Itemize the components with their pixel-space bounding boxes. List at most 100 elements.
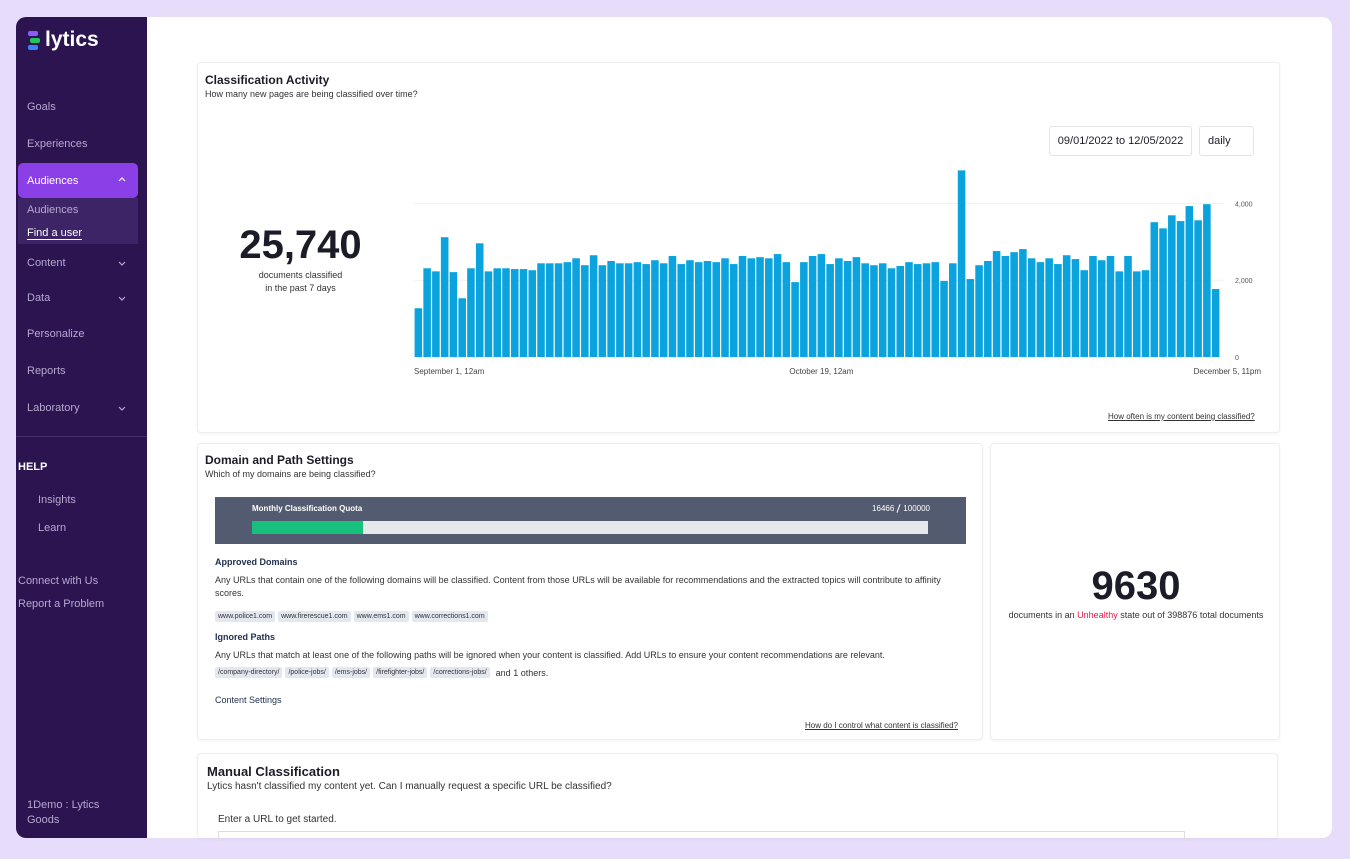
bar: [922, 263, 931, 357]
bar: [1194, 220, 1202, 357]
bar: [1115, 271, 1124, 357]
divider: [16, 436, 147, 437]
text: state out of: [1120, 610, 1165, 620]
account[interactable]: Goods: [27, 814, 60, 826]
nav-item[interactable]: Goals: [27, 101, 56, 113]
bar: [966, 279, 975, 357]
url-input[interactable]: [218, 831, 1185, 841]
link[interactable]: Report a Problem: [18, 598, 105, 610]
logo-icon: [28, 31, 40, 50]
bar: [1176, 221, 1185, 357]
bar: [808, 256, 817, 357]
sub-nav: [18, 198, 138, 244]
bar: [1132, 271, 1141, 357]
bar: [1211, 289, 1220, 357]
bar: [721, 258, 729, 357]
help-item[interactable]: Learn: [38, 522, 67, 534]
link[interactable]: Connect with Us: [18, 575, 99, 587]
nav-item[interactable]: Reports: [27, 365, 66, 377]
tag-list: /company-directory//police-jobs//ems-job…: [215, 667, 548, 678]
card-title: Classification Activity: [205, 73, 330, 87]
manual-card: Manual Classification Lytics hasn't clas…: [197, 753, 1278, 841]
bar: [1010, 252, 1018, 357]
health-card: 9630 documents in an Unhealthy state out…: [990, 443, 1280, 740]
bar: [1027, 258, 1036, 357]
bar: [510, 269, 519, 357]
bar: [502, 268, 510, 357]
bar: [1036, 262, 1045, 357]
bar-chart: 0 2,000 4,000 September 1, 12am October 19, …: [414, 170, 1261, 376]
total: 398876: [1167, 610, 1198, 620]
bar: [826, 264, 834, 357]
nav-item[interactable]: Personalize: [27, 328, 85, 340]
bar: [581, 265, 589, 357]
bar: [992, 251, 1001, 357]
bar: [765, 258, 773, 357]
y-tick-label: 0: [1235, 355, 1239, 362]
bar: [1062, 255, 1071, 357]
y-tick-label: 2,000: [1235, 278, 1253, 285]
bar: [843, 261, 852, 357]
nav-item[interactable]: Laboratory: [27, 402, 80, 414]
bar: [712, 262, 721, 357]
tag: /ems-jobs/: [331, 667, 371, 678]
bar: [546, 263, 554, 357]
interval-select[interactable]: daily: [1199, 126, 1254, 156]
tag: www.ems1.com: [353, 611, 409, 622]
bar: [554, 263, 563, 357]
help-link[interactable]: How often is my content being classified…: [1108, 412, 1255, 421]
bar: [957, 170, 966, 357]
quota-fill: [252, 521, 364, 534]
help-item[interactable]: Insights: [38, 494, 76, 506]
bar: [1045, 258, 1053, 357]
quota-total: 100000: [903, 504, 930, 513]
bar: [440, 237, 449, 357]
card-subtitle: How many new pages are being classified …: [205, 89, 418, 99]
bar: [493, 268, 502, 357]
nav-item[interactable]: Content: [27, 257, 66, 269]
state: Unhealthy: [1077, 610, 1118, 620]
health-count: 9630: [1091, 564, 1181, 608]
tag: /corrections-jobs/: [430, 667, 490, 678]
bar: [598, 265, 607, 357]
quota-usage: 16466 100000: [872, 504, 930, 513]
bar: [1054, 264, 1062, 357]
help-link[interactable]: How do I control what content is classif…: [805, 721, 958, 730]
nav-item[interactable]: Experiences: [27, 138, 88, 150]
bar: [414, 308, 423, 357]
date-range[interactable]: 09/01/2022 to 12/05/2022: [1049, 126, 1192, 156]
bar: [423, 268, 431, 357]
tag-list: www.police1.com www.firerescue1.com www.em…: [215, 605, 491, 623]
bar: [537, 263, 545, 357]
bar: [624, 263, 633, 357]
text: documents in an: [1008, 610, 1075, 620]
bar: [852, 257, 861, 357]
bar: [1124, 256, 1132, 357]
tag: www.corrections1.com: [411, 611, 488, 622]
nav-item[interactable]: Data: [27, 292, 51, 304]
sub-nav-item[interactable]: Find a user: [27, 227, 83, 240]
account[interactable]: 1Demo : Lytics: [27, 799, 100, 811]
card-title: Domain and Path Settings: [205, 453, 354, 467]
nav-item[interactable]: Audiences: [27, 175, 79, 187]
bar: [738, 256, 747, 357]
bar: [1150, 222, 1159, 357]
section-text: Any URLs that match at least one of the …: [215, 650, 885, 660]
bar: [1185, 206, 1194, 357]
bar: [633, 262, 642, 357]
bar: [519, 269, 528, 357]
bar: [642, 264, 650, 357]
bar: [528, 270, 537, 357]
content-settings[interactable]: Content Settings: [215, 695, 282, 705]
domains-card: Domain and Path Settings Which of my dom…: [197, 443, 983, 740]
bar: [467, 268, 475, 357]
bar: [1071, 259, 1080, 357]
nav-active[interactable]: [18, 163, 138, 198]
sub-nav-item[interactable]: Audiences: [27, 204, 79, 216]
bar: [668, 256, 677, 357]
bar: [1019, 249, 1027, 357]
bar: [817, 254, 826, 357]
bar: [1141, 270, 1150, 357]
bar: [484, 271, 493, 357]
